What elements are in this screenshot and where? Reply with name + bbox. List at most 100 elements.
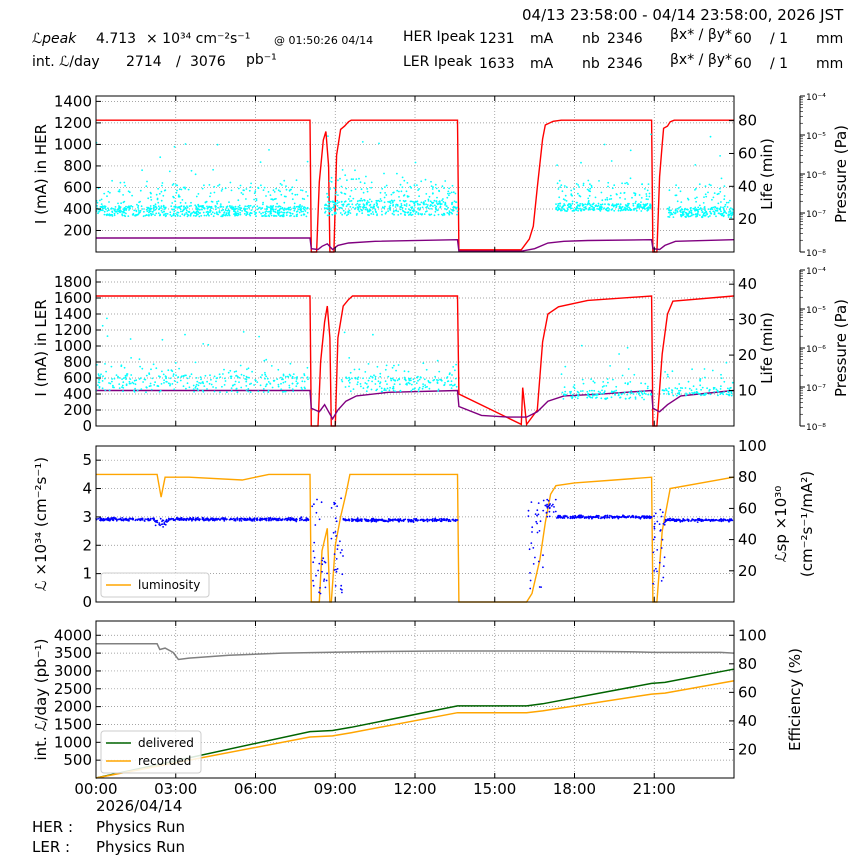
pressure-point [234,205,237,208]
pressure-point [349,390,352,393]
pressure-point [610,396,613,399]
pressure-point [280,388,283,391]
pressure-point [160,383,163,385]
pressure-point [668,387,670,389]
pressure-point [395,204,397,206]
pressure-point [417,189,419,192]
pressure-point [691,368,693,371]
pressure-point [183,214,186,217]
pressure-point [456,206,459,209]
sp-lum-point [668,519,671,522]
pressure-point [230,387,233,389]
sp-lum-point [256,517,259,520]
pressure-point [571,200,574,203]
pressure-point [170,205,173,208]
pressure-point [240,207,243,210]
pressure-point [588,190,591,193]
pressure-point [289,362,292,365]
sp-lum-point [653,527,656,530]
pressure-point [330,181,333,183]
pressure-point [720,385,722,388]
sp-lum-point [143,520,146,522]
sp-lum-point [122,518,125,521]
pressure-point [104,205,107,208]
pressure-point [169,211,172,214]
pressure-point [109,191,111,194]
pressure-point [334,193,337,196]
pressure-point [369,198,371,201]
pressure-point [639,203,642,206]
pressure-point [219,391,221,393]
sp-lum-point [432,518,434,520]
pressure-point [301,189,304,192]
pressure-point [137,206,139,209]
pressure-point [375,202,378,204]
pressure-point [264,377,266,380]
sp-lum-point [539,520,542,523]
pressure-point [122,381,125,384]
pressure-point [419,203,421,206]
pressure-point [410,379,412,382]
pressure-point [452,191,455,194]
pressure-point [638,203,640,205]
sp-lum-point [344,519,347,522]
pressure-point [222,206,225,208]
sp-lum-point [654,512,657,515]
pressure-point [564,194,567,197]
pressure-point [408,379,411,381]
pressure-point [344,211,347,214]
sp-lum-point [663,521,666,524]
sp-lum-point [654,522,656,525]
sp-lum-point [312,561,315,564]
pressure-point [199,205,202,208]
pressure-point [436,382,439,384]
x-tick-label: 21:00 [633,780,676,798]
sp-lum-point [313,556,316,559]
ler-beta-y: / 1 [770,56,789,72]
pressure-point [365,383,368,385]
pressure-point [623,191,626,194]
sp-lum-point [99,517,101,519]
sp-lum-point [121,517,124,519]
pressure-point [344,386,347,388]
pressure-point [725,393,728,395]
sp-lum-point [652,582,655,585]
intl-delivered: 2714 [126,54,162,70]
sp-lum-point [554,498,557,501]
pressure-point [232,206,235,209]
pressure-point [407,370,410,373]
pressure-point [713,206,716,208]
pressure-point [113,386,115,389]
pressure-point [634,396,637,399]
pressure-point [103,210,106,213]
pressure-point [407,381,410,384]
sp-lum-point [353,518,356,521]
pressure-point [132,213,135,216]
pressure-point [703,214,706,217]
pressure-point [719,213,722,216]
pressure-point [661,389,664,392]
pressure-point [178,367,181,370]
pressure-point [180,205,183,207]
pressure-point [409,200,412,203]
pressure-point [611,187,614,190]
pressure-point [411,388,414,391]
pressure-point [640,391,643,393]
pressure-point [664,371,666,373]
pressure-point [405,205,408,207]
sp-lum-point [159,517,162,520]
pressure-point [234,211,237,214]
pressure-point [150,388,153,391]
pressure-point [380,200,383,202]
pressure-point [264,215,267,218]
pressure-point [267,191,270,193]
sp-lum-point [622,516,625,518]
pressure-point [374,383,377,385]
pressure-point [409,377,412,380]
pressure-point [445,205,448,208]
pressure-point [182,385,185,388]
pressure-point [305,191,307,193]
pressure-point [610,198,613,200]
pressure-point [692,213,695,216]
pressure-point [216,377,219,379]
